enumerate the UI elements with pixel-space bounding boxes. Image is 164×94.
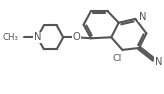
Text: O: O (72, 32, 80, 42)
Text: CH₃: CH₃ (3, 33, 19, 42)
Text: N: N (34, 32, 41, 42)
Text: Cl: Cl (112, 54, 122, 63)
Text: N: N (139, 12, 146, 22)
Text: N: N (155, 57, 162, 67)
